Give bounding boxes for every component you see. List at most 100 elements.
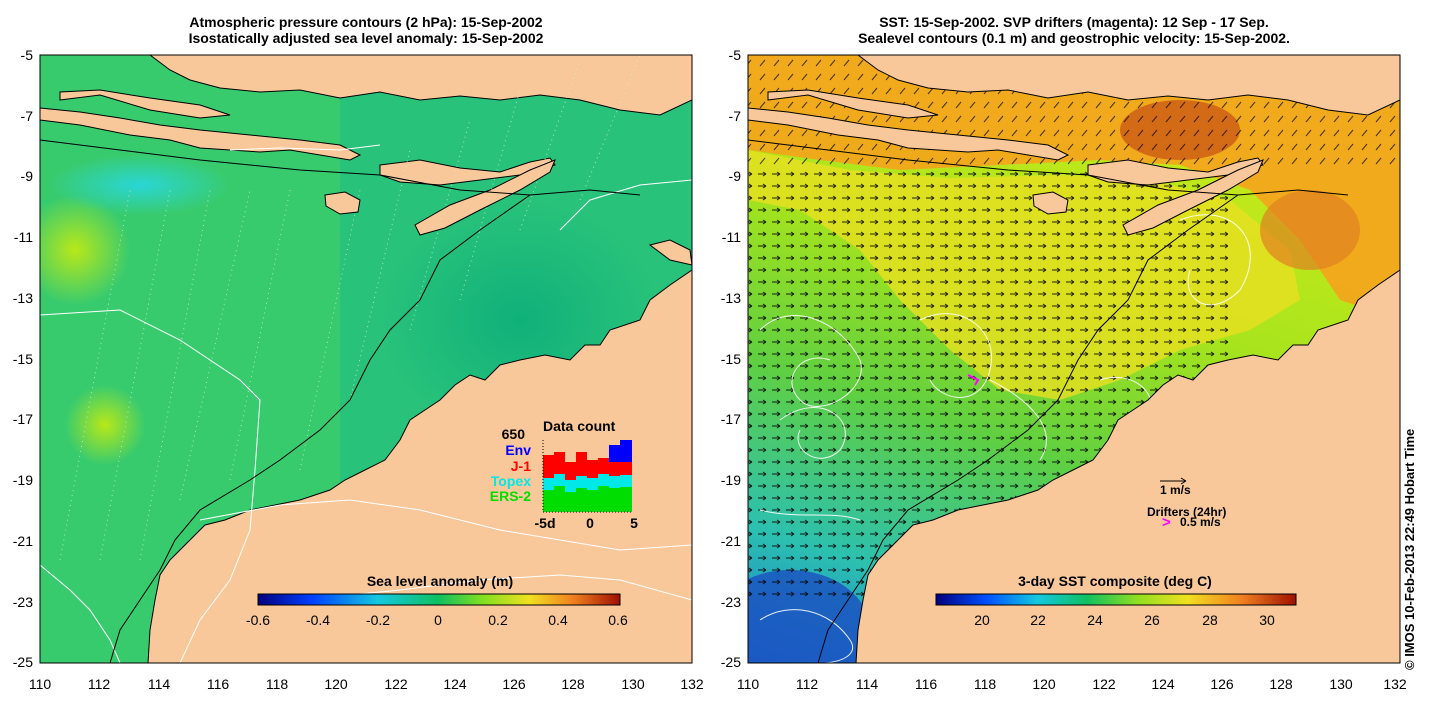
sla-colorbar-tick: -0.2 — [366, 612, 390, 628]
x-tick-label: 132 — [1383, 676, 1407, 692]
x-tick-label: 110 — [737, 676, 760, 692]
x-tick-label: 128 — [561, 676, 585, 692]
velocity-scale-label: 1 m/s — [1160, 483, 1191, 497]
sst-colorbar-tick: 30 — [1259, 612, 1275, 628]
left-title-line2: Isostatically adjusted sea level anomaly… — [188, 30, 544, 46]
sst-colorbar-tick: 22 — [1030, 612, 1046, 628]
left-x-axis: 110 112 114 116 118 120 122 124 126 128 … — [29, 676, 704, 692]
left-isobath — [40, 139, 641, 663]
data-count-bars — [543, 440, 632, 512]
y-tick-label: -19 — [721, 472, 741, 488]
sla-colorbar-tick: -0.6 — [246, 612, 270, 628]
svp-drifter-track — [967, 374, 980, 386]
data-count-max: 650 — [502, 426, 526, 442]
left-title: Atmospheric pressure contours (2 hPa): 1… — [40, 14, 692, 46]
x-tick-label: 122 — [384, 676, 408, 692]
y-tick-label: -21 — [721, 533, 741, 549]
x-tick-label: 124 — [443, 676, 467, 692]
right-timor-island — [1122, 159, 1264, 236]
right-title-line1: SST: 15-Sep-2002. SVP drifters (magenta)… — [879, 14, 1269, 30]
right-isobath — [748, 139, 1349, 663]
altimeter-tracks — [59, 55, 641, 561]
y-tick-label: -9 — [729, 168, 742, 184]
x-tick-label: 130 — [621, 676, 645, 692]
y-tick-label: -5 — [21, 47, 34, 63]
x-tick-label: 114 — [856, 676, 879, 692]
x-tick-label: 122 — [1092, 676, 1116, 692]
x-tick-label: 112 — [88, 676, 111, 692]
data-count-inset: Data count 650 Env J-1 Topex ERS-2 -5 — [490, 418, 638, 531]
x-tick-label: 110 — [29, 676, 52, 692]
sla-colorbar-tick: 0.4 — [548, 612, 568, 628]
sla-colorbar-ramp — [257, 593, 621, 606]
x-tick-label: 124 — [1151, 676, 1175, 692]
x-tick-label: 130 — [1329, 676, 1353, 692]
left-timor-island — [414, 159, 556, 236]
y-tick-label: -25 — [13, 654, 33, 670]
left-flores-islands — [379, 157, 556, 186]
data-count-xtick: 5 — [630, 515, 638, 531]
sla-colorbar-tick: 0 — [434, 612, 442, 628]
drifter-scale-arrow-icon: > — [1162, 514, 1171, 531]
sst-colorbar-ramp — [935, 593, 1297, 606]
data-count-title: Data count — [543, 418, 616, 434]
legend-env: Env — [505, 442, 531, 458]
y-tick-label: -19 — [13, 472, 33, 488]
imos-credit: © IMOS 10-Feb-2013 22:49 Hobart Time — [1402, 428, 1417, 670]
velocity-scale-arrowhead — [1180, 477, 1187, 485]
y-tick-label: -11 — [14, 229, 33, 245]
legend-topex: Topex — [491, 473, 531, 489]
sla-low-spot — [50, 155, 230, 215]
right-map-frame — [747, 54, 1401, 664]
x-tick-label: 118 — [266, 676, 289, 692]
left-map-frame — [39, 54, 693, 664]
right-title-line2: Sealevel contours (0.1 m) and geostrophi… — [858, 30, 1290, 46]
right-title: SST: 15-Sep-2002. SVP drifters (magenta)… — [748, 14, 1400, 46]
y-tick-label: -13 — [13, 290, 33, 306]
right-north-coast — [767, 89, 939, 119]
y-tick-label: -7 — [21, 108, 34, 124]
pressure-contours — [40, 144, 692, 663]
x-tick-label: 128 — [1269, 676, 1293, 692]
y-tick-label: -9 — [21, 168, 34, 184]
y-tick-label: -23 — [721, 594, 741, 610]
sla-colorbar: Sea level anomaly (m) -0.6 -0.4 -0.2 0 0… — [246, 573, 628, 628]
right-flores-islands — [1087, 157, 1264, 186]
left-map — [40, 55, 692, 663]
left-north-land — [149, 55, 692, 116]
x-tick-label: 120 — [324, 676, 348, 692]
right-australia-land — [855, 269, 1400, 663]
y-tick-label: -7 — [729, 108, 742, 124]
right-map — [748, 55, 1400, 663]
sst-colorbar-title: 3-day SST composite (deg C) — [1018, 573, 1212, 589]
sla-colorbar-tick: 0.6 — [608, 612, 628, 628]
x-tick-label: 132 — [680, 676, 704, 692]
y-tick-label: -11 — [722, 229, 741, 245]
y-tick-label: -21 — [13, 533, 33, 549]
legend-ers2: ERS-2 — [490, 488, 531, 504]
y-tick-label: -15 — [13, 351, 33, 367]
data-count-xtick: -5d — [535, 515, 556, 531]
x-tick-label: 112 — [796, 676, 819, 692]
data-count-xtick: 0 — [586, 515, 594, 531]
left-sumba-island — [324, 191, 361, 215]
x-tick-label: 120 — [1032, 676, 1056, 692]
sst-colorbar-tick: 20 — [974, 612, 990, 628]
sla-colorbar-tick: 0.2 — [488, 612, 508, 628]
right-north-land — [857, 55, 1400, 116]
drifter-scale-label: 0.5 m/s — [1180, 515, 1221, 529]
x-tick-label: 126 — [1210, 676, 1234, 692]
sst-colorbar-tick: 28 — [1202, 612, 1218, 628]
y-tick-label: -13 — [721, 290, 741, 306]
sst-colorbar: 3-day SST composite (deg C) 20 22 24 26 … — [935, 573, 1297, 628]
sla-colorbar-tick: -0.4 — [306, 612, 330, 628]
sla-high-spot — [65, 385, 145, 465]
left-java-islands — [40, 107, 362, 161]
legend-j1: J-1 — [511, 458, 531, 474]
x-tick-label: 118 — [974, 676, 997, 692]
right-x-axis: 110 112 114 116 118 120 122 124 126 128 … — [737, 676, 1407, 692]
y-tick-label: -5 — [729, 47, 742, 63]
y-tick-label: -17 — [721, 411, 741, 427]
right-java-islands — [748, 107, 1070, 161]
